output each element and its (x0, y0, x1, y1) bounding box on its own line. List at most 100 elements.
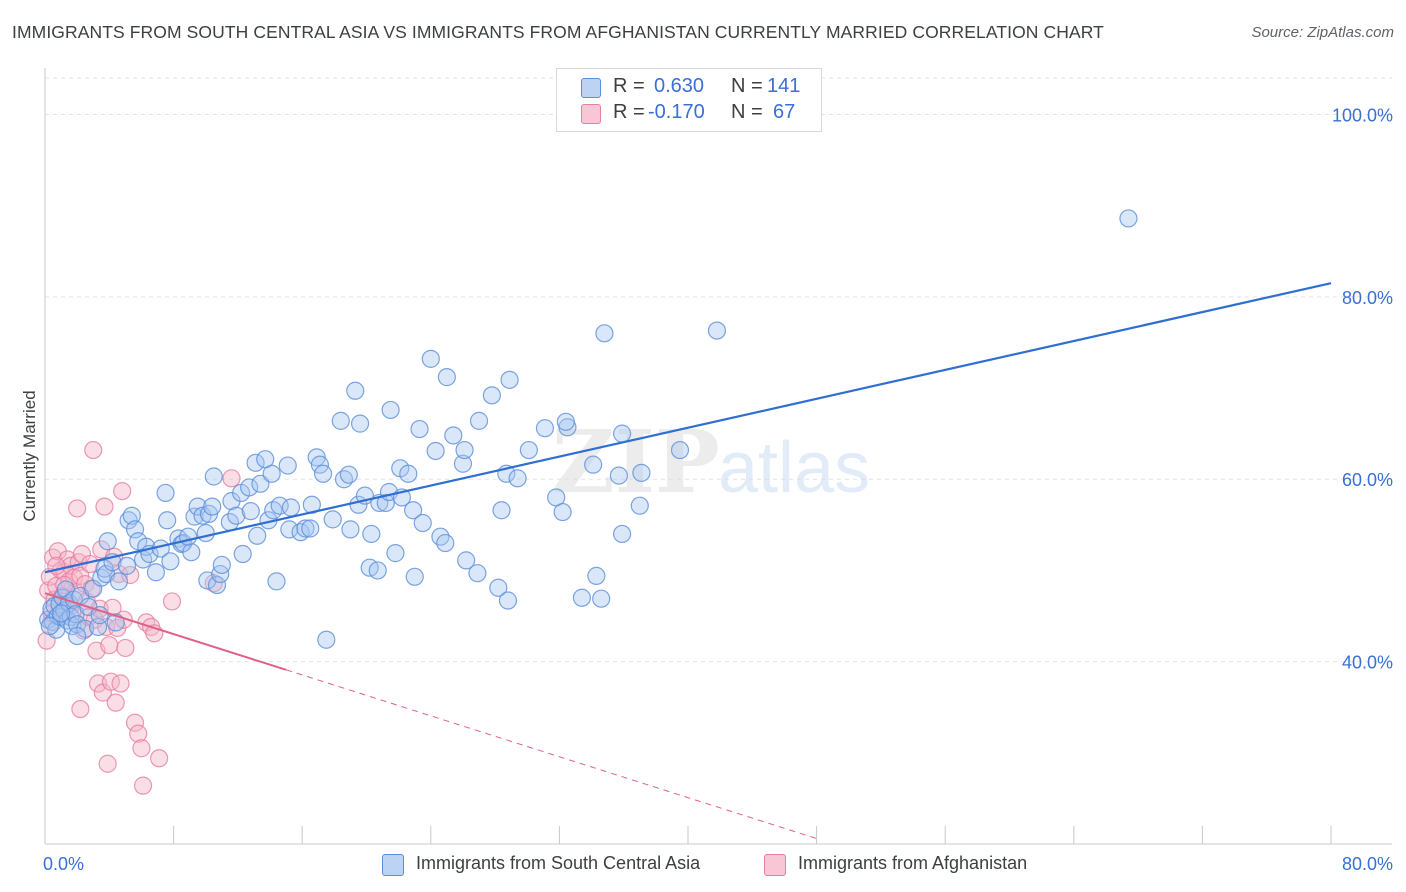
south-central-asia-point (240, 478, 259, 497)
legend-r-value: 0.630 (654, 75, 705, 97)
south-central-asia-point (609, 466, 628, 485)
south-central-asia-point (670, 440, 690, 460)
afghanistan-point (68, 499, 87, 518)
south-central-asia-point (227, 506, 246, 525)
south-central-asia-point (457, 551, 476, 570)
afghanistan-point (133, 776, 153, 795)
south-central-asia-point (61, 607, 80, 627)
south-central-asia-point (40, 616, 59, 636)
south-central-asia-point (612, 524, 632, 544)
south-central-asia-point (281, 498, 301, 517)
south-central-asia-point (630, 496, 649, 515)
south-central-asia-point (188, 497, 207, 516)
south-central-asia-point (437, 368, 456, 387)
afghanistan-point (132, 739, 151, 758)
afghanistan-point (71, 699, 90, 719)
y-tick-label: 60.0% (1342, 470, 1393, 490)
legend-r-value: -0.170 (648, 101, 705, 123)
south-central-asia-point (426, 441, 445, 461)
bottom-legend-label: Immigrants from South Central Asia (416, 853, 701, 873)
south-central-asia-point (207, 575, 227, 595)
south-central-asia-point (182, 543, 201, 562)
south-central-asia-point (211, 564, 230, 584)
south-central-asia-point (267, 572, 286, 591)
afghanistan-point (95, 497, 114, 516)
watermark-zip: ZIP (552, 412, 720, 513)
south-central-asia-point (158, 511, 177, 530)
afghanistan-point (222, 469, 241, 488)
tick-labels: 40.0% 60.0% 80.0% 100.0% 0.0% 80.0% (43, 105, 1393, 874)
afghanistan-point (113, 481, 132, 501)
south-central-asia-point (109, 572, 129, 591)
bottom-legend-label: Immigrants from Afghanistan (798, 853, 1028, 873)
south-central-asia-point (612, 424, 632, 443)
south-central-asia-point (296, 519, 315, 538)
south-central-asia-point (584, 455, 603, 474)
afghanistan-point (129, 724, 148, 743)
south-central-asia-point (587, 566, 606, 586)
south-central-asia-point (381, 400, 400, 420)
bottom-legend-swatch-pink (764, 854, 786, 876)
south-central-asia-point (405, 567, 424, 586)
south-central-asia-point (386, 544, 405, 563)
south-central-asia-point (98, 532, 117, 551)
y-tick-label: 100.0% (1332, 105, 1393, 125)
south-central-asia-point (331, 411, 350, 430)
south-central-asia-point (241, 502, 260, 521)
afghanistan-point (162, 592, 182, 611)
south-central-asia-point (632, 463, 651, 482)
legend-n-value: 141 (767, 75, 801, 97)
chart-title: IMMIGRANTS FROM SOUTH CENTRAL ASIA VS IM… (12, 22, 1104, 42)
axes (44, 68, 1392, 845)
south-central-asia-point (350, 414, 370, 433)
legend-n-value: 67 (773, 101, 796, 123)
south-central-asia-point (256, 450, 275, 469)
south-central-asia-point (492, 501, 511, 520)
south-central-asia-point (498, 591, 518, 610)
south-central-asia-point (482, 386, 501, 405)
watermark-atlas: atlas (718, 428, 870, 508)
south-central-asia-point (278, 456, 297, 475)
afghanistan-trend-line (44, 592, 287, 671)
south-central-asia-point (146, 563, 166, 582)
south-central-asia-point (178, 527, 198, 546)
afghanistan-point (98, 754, 117, 773)
south-central-asia-point (51, 604, 71, 623)
south-central-asia-point (535, 419, 555, 438)
south-central-asia-point (436, 533, 455, 553)
legend-r-label: R = (613, 75, 645, 97)
south-central-asia-point (203, 497, 222, 516)
south-central-asia-point (500, 370, 519, 389)
south-central-asia-point (317, 630, 336, 649)
south-central-asia-point (117, 556, 137, 575)
south-central-asia-point (556, 412, 575, 431)
south-central-asia-point (413, 513, 432, 533)
south-central-asia-point (301, 519, 320, 538)
bottom-legend-swatch-blue (382, 854, 404, 876)
south-central-asia-point (233, 544, 252, 564)
south-central-asia-point (196, 523, 215, 543)
afghanistan-point (111, 674, 130, 693)
legend-swatch-pink (581, 104, 601, 124)
south-central-asia-point (553, 502, 572, 522)
south-central-asia-point (362, 524, 381, 544)
afghanistan-trend-extension (285, 669, 817, 840)
south-central-asia-point (122, 506, 141, 525)
legend-swatch-blue (581, 78, 601, 98)
source-label: Source: ZipAtlas.com (1251, 24, 1394, 41)
grid-lines (45, 77, 1392, 663)
south-central-asia-point (161, 552, 180, 571)
south-central-asia-point (399, 464, 418, 483)
south-central-asia-point (313, 464, 333, 483)
south-central-asia-trend-line (44, 282, 1332, 574)
south-central-asia-point (204, 467, 223, 486)
south-central-asia-point (125, 520, 145, 539)
south-central-asia-point (156, 483, 175, 503)
south-central-asia-point (90, 606, 109, 625)
afghanistan-point (116, 638, 135, 658)
afghanistan-point (106, 693, 125, 712)
south-central-asia-point (368, 561, 387, 580)
legend-r-label: R = (613, 101, 645, 123)
y-tick-label: 40.0% (1342, 653, 1393, 673)
south-central-asia-point (212, 555, 231, 575)
